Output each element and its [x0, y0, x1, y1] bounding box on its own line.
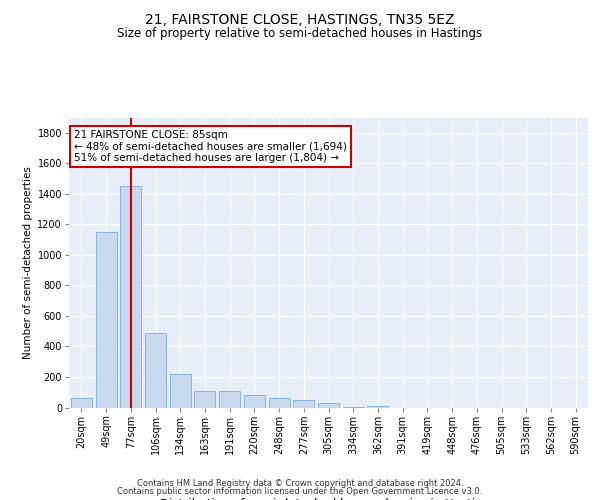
- Bar: [120, 186, 141, 408]
- Bar: [343, 406, 364, 408]
- Bar: [194, 390, 215, 407]
- Bar: [269, 398, 290, 407]
- Bar: [293, 400, 314, 407]
- Bar: [170, 374, 191, 408]
- Y-axis label: Number of semi-detached properties: Number of semi-detached properties: [23, 166, 33, 359]
- Bar: [219, 390, 240, 407]
- Bar: [244, 396, 265, 407]
- Bar: [318, 403, 339, 407]
- Text: Size of property relative to semi-detached houses in Hastings: Size of property relative to semi-detach…: [118, 28, 482, 40]
- X-axis label: Distribution of semi-detached houses by size in Hastings: Distribution of semi-detached houses by …: [160, 498, 497, 500]
- Text: 21 FAIRSTONE CLOSE: 85sqm
← 48% of semi-detached houses are smaller (1,694)
51% : 21 FAIRSTONE CLOSE: 85sqm ← 48% of semi-…: [74, 130, 347, 163]
- Bar: [71, 398, 92, 407]
- Text: 21, FAIRSTONE CLOSE, HASTINGS, TN35 5EZ: 21, FAIRSTONE CLOSE, HASTINGS, TN35 5EZ: [145, 12, 455, 26]
- Text: Contains public sector information licensed under the Open Government Licence v3: Contains public sector information licen…: [118, 487, 482, 496]
- Bar: [145, 332, 166, 407]
- Bar: [367, 406, 388, 407]
- Bar: [95, 232, 116, 408]
- Text: Contains HM Land Registry data © Crown copyright and database right 2024.: Contains HM Land Registry data © Crown c…: [137, 478, 463, 488]
